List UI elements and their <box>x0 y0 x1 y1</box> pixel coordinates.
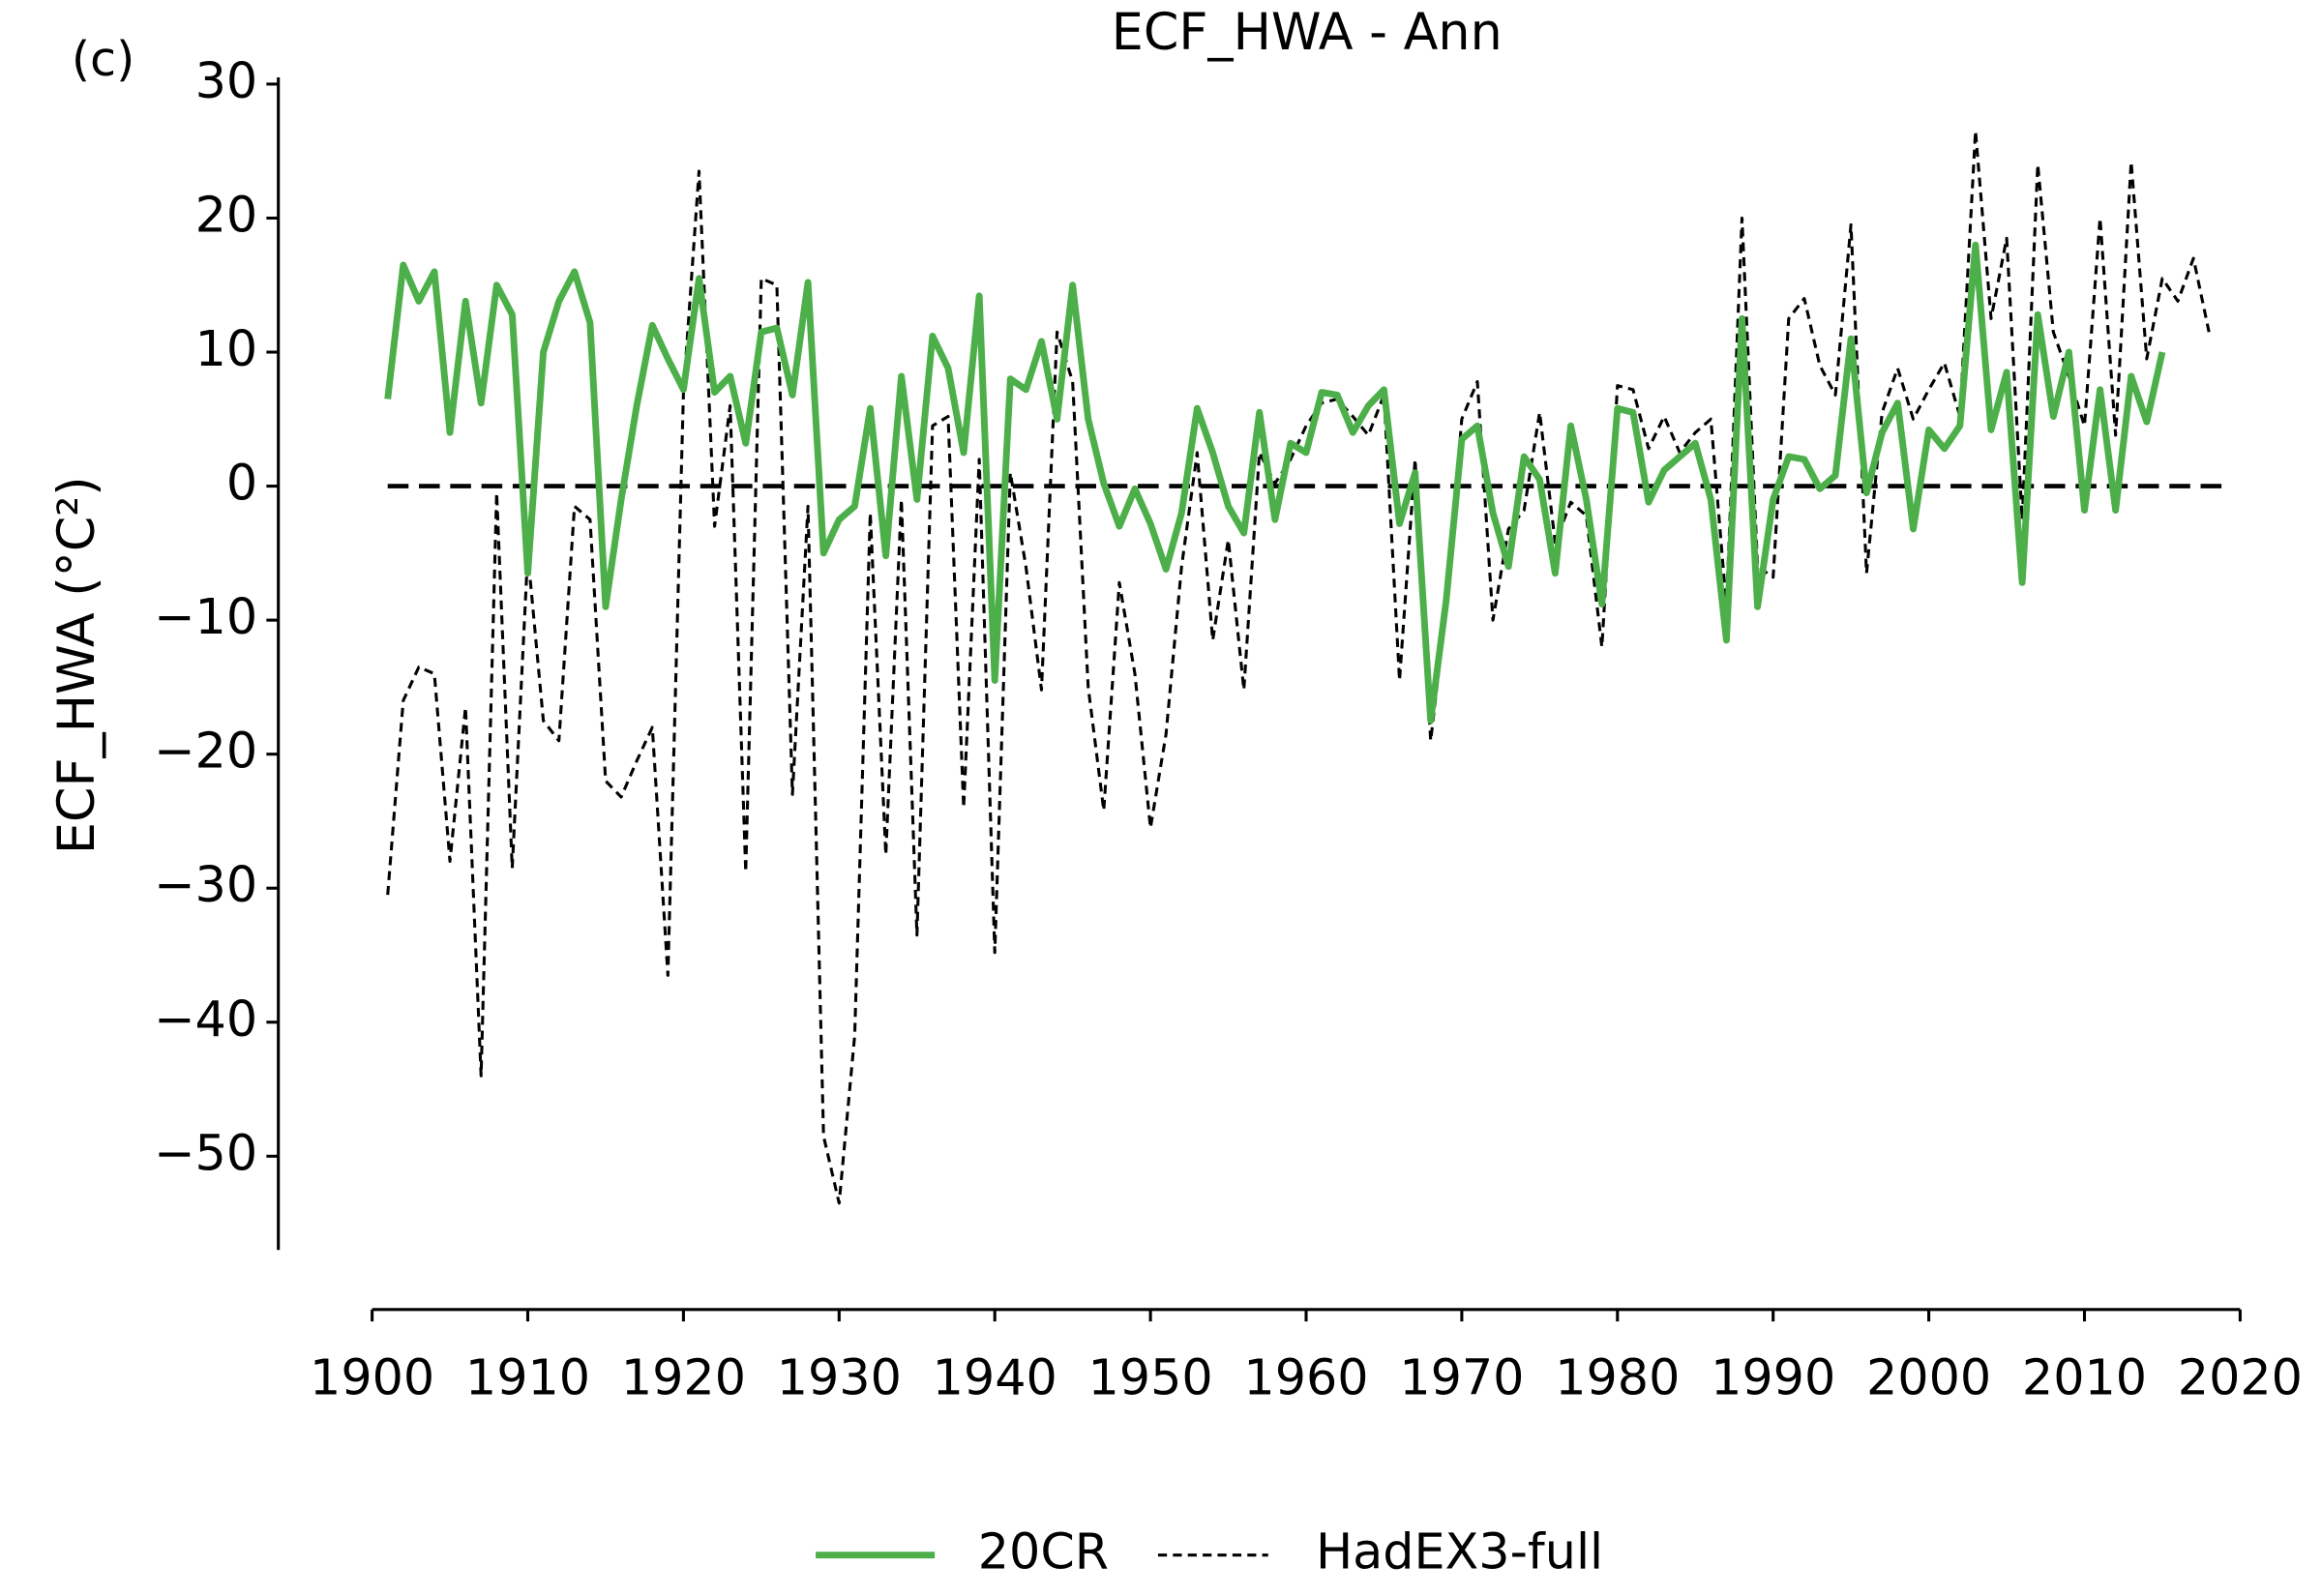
chart-title: ECF_HWA - Ann <box>1112 3 1503 62</box>
legend-label: 20CR <box>978 1523 1109 1581</box>
y-axis-label: ECF_HWA (°C²) <box>47 476 106 854</box>
y-tick-label: 30 <box>195 52 258 109</box>
x-tick-label: 1920 <box>621 1349 746 1406</box>
x-tick-label: 2010 <box>2022 1349 2147 1406</box>
y-tick-label: −20 <box>154 723 257 780</box>
x-tick-label: 1940 <box>933 1349 1057 1406</box>
y-tick-label: 20 <box>195 186 258 243</box>
x-tick-label: 1950 <box>1088 1349 1213 1406</box>
y-tick-label: 0 <box>226 455 257 512</box>
x-tick-label: 1970 <box>1399 1349 1524 1406</box>
x-tick-label: 2020 <box>2178 1349 2303 1406</box>
x-tick-label: 1960 <box>1243 1349 1368 1406</box>
x-tick-label: 2000 <box>1866 1349 1991 1406</box>
x-tick-label: 1990 <box>1711 1349 1835 1406</box>
y-tick-label: −30 <box>154 856 257 913</box>
legend-label: HadEX3-full <box>1316 1523 1603 1581</box>
y-tick-label: −10 <box>154 588 257 645</box>
x-tick-label: 1900 <box>310 1349 434 1406</box>
y-tick-label: −50 <box>154 1124 257 1181</box>
y-tick-label: −40 <box>154 990 257 1048</box>
series-line <box>386 129 2211 1205</box>
x-tick-label: 1930 <box>777 1349 902 1406</box>
x-tick-label: 1980 <box>1555 1349 1680 1406</box>
x-tick-label: 1910 <box>465 1349 590 1406</box>
series-line <box>384 241 2166 724</box>
panel-label: (c) <box>72 31 134 87</box>
y-tick-label: 10 <box>195 320 258 377</box>
